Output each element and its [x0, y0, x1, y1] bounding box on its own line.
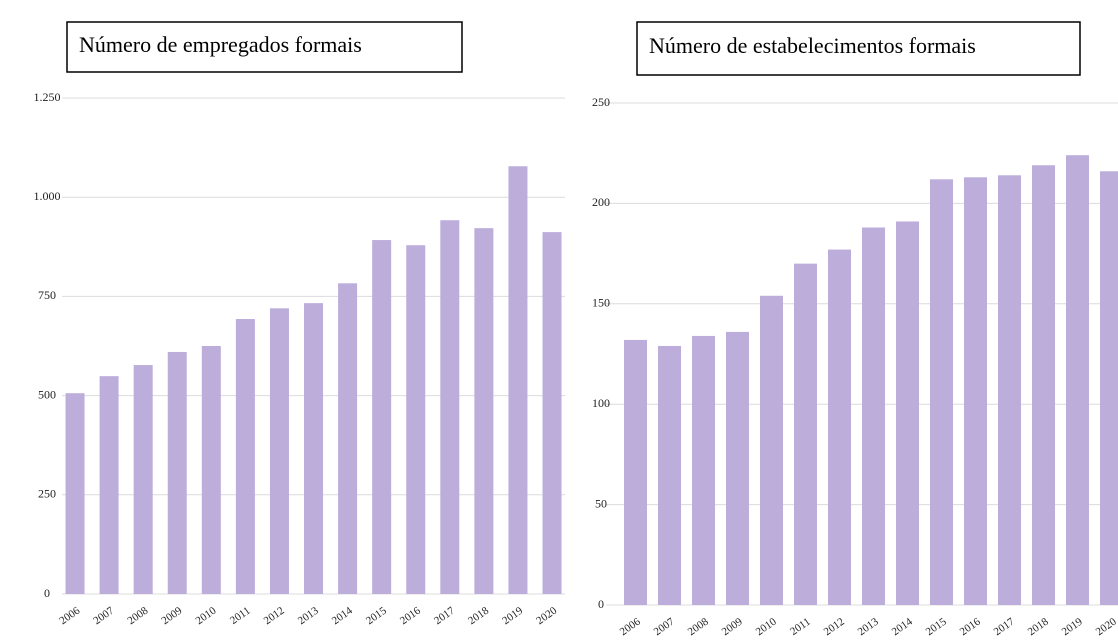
x-tick-label: 2016: [398, 604, 423, 627]
x-tick-label: 2006: [57, 604, 82, 627]
bar: [474, 228, 494, 595]
x-tick-label: 2009: [160, 604, 185, 627]
bar: [99, 376, 119, 594]
bar: [338, 283, 358, 594]
bar: [930, 179, 953, 605]
y-tick-label: 500: [38, 387, 56, 401]
x-tick-label: 2012: [262, 605, 287, 627]
bar: [1032, 165, 1055, 606]
x-tick-label: 2015: [364, 604, 389, 627]
bar: [896, 221, 919, 606]
y-tick-label: 50: [595, 496, 607, 510]
x-tick-label: 2009: [720, 615, 745, 638]
bar: [167, 351, 187, 594]
chart-title: Número de empregados formais: [79, 32, 362, 57]
bar: [624, 339, 647, 605]
y-tick-label: 0: [598, 597, 604, 611]
bar: [269, 308, 289, 594]
bar: [726, 331, 749, 605]
bar: [794, 263, 817, 605]
title-box: [636, 21, 1081, 76]
bar: [828, 249, 851, 606]
bar: [65, 393, 85, 594]
x-tick-label: 2008: [125, 604, 150, 627]
y-tick-label: 250: [592, 95, 610, 109]
x-tick-label: 2017: [992, 615, 1017, 638]
x-tick-label: 2007: [91, 604, 116, 627]
x-tick-label: 2010: [754, 615, 779, 638]
x-tick-label: 2020: [534, 604, 559, 627]
bar: [658, 345, 681, 605]
y-tick-label: 250: [38, 487, 56, 501]
y-tick-label: 150: [592, 296, 610, 310]
bar: [304, 303, 324, 594]
y-tick-label: 100: [592, 396, 610, 410]
y-tick-label: 750: [38, 288, 56, 302]
x-tick-label: 2006: [618, 615, 643, 638]
bar: [1100, 171, 1118, 605]
x-tick-label: 2011: [788, 616, 813, 638]
bar: [692, 335, 715, 605]
x-tick-label: 2020: [1094, 615, 1118, 638]
bar: [760, 295, 783, 605]
bar: [508, 166, 528, 594]
x-tick-label: 2018: [1026, 615, 1051, 638]
y-tick-label: 1.000: [34, 189, 61, 203]
x-tick-label: 2007: [652, 615, 677, 638]
bar: [406, 245, 426, 594]
bar: [1066, 155, 1089, 605]
x-tick-label: 2019: [500, 604, 525, 627]
bar: [235, 319, 255, 594]
bar: [964, 177, 987, 605]
x-tick-label: 2018: [466, 604, 491, 627]
x-tick-label: 2015: [924, 615, 949, 638]
x-tick-label: 2013: [296, 604, 321, 627]
x-tick-label: 2013: [856, 615, 881, 638]
x-tick-label: 2017: [432, 604, 457, 627]
x-tick-label: 2012: [822, 616, 847, 638]
x-tick-label: 2011: [228, 605, 253, 627]
bar: [440, 220, 460, 594]
x-tick-label: 2014: [330, 604, 355, 627]
x-tick-label: 2016: [958, 615, 983, 638]
chart-title: Número de estabelecimentos formais: [649, 33, 976, 58]
bar: [862, 227, 885, 605]
x-tick-label: 2019: [1060, 615, 1085, 638]
y-tick-label: 200: [592, 195, 610, 209]
y-tick-label: 0: [44, 586, 50, 600]
y-tick-label: 1.250: [34, 90, 61, 104]
bar: [998, 175, 1021, 605]
title-box: [66, 21, 463, 73]
x-tick-label: 2008: [686, 615, 711, 638]
bar: [133, 365, 153, 594]
x-tick-label: 2014: [890, 615, 915, 638]
x-tick-label: 2010: [194, 604, 219, 627]
bar: [201, 346, 221, 594]
bar: [542, 232, 562, 594]
bar: [372, 240, 392, 595]
